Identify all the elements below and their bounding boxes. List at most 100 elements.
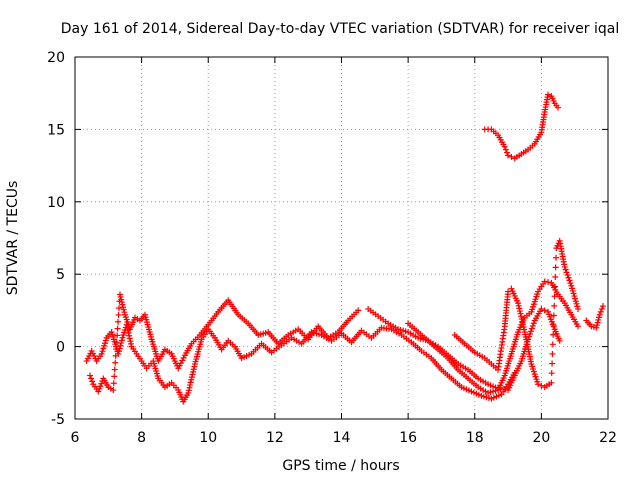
- data-point-plus: [501, 143, 508, 150]
- interp-point-plus: [549, 360, 556, 367]
- series-group: [583, 303, 607, 331]
- series-group: [451, 237, 582, 391]
- interp-point-plus: [528, 325, 535, 332]
- data-point-plus: [593, 324, 600, 331]
- interp-point-plus: [516, 305, 523, 312]
- interp-point-plus: [113, 346, 120, 353]
- x-tick-label: 14: [333, 430, 351, 446]
- interp-point-plus: [564, 272, 571, 279]
- interp-point-plus: [502, 146, 509, 153]
- interp-point-plus: [88, 375, 95, 382]
- interp-point-plus: [119, 334, 126, 341]
- interp-point-plus: [112, 359, 119, 366]
- interp-point-plus: [101, 340, 108, 347]
- data-point-plus: [538, 305, 545, 312]
- interp-point-plus: [110, 380, 117, 387]
- interp-point-plus: [548, 370, 555, 377]
- x-tick-label: 22: [599, 430, 617, 446]
- interp-point-plus: [553, 254, 560, 261]
- interp-point-plus: [128, 340, 135, 347]
- data-point-plus: [110, 387, 117, 394]
- interp-point-plus: [187, 382, 194, 389]
- y-tick-label: 20: [47, 50, 65, 66]
- interp-point-plus: [112, 352, 119, 359]
- interp-point-plus: [189, 371, 196, 378]
- interp-point-plus: [118, 337, 125, 344]
- data-point-plus: [185, 389, 192, 396]
- interp-point-plus: [529, 322, 536, 329]
- interp-point-plus: [113, 339, 120, 346]
- interp-point-plus: [550, 312, 557, 319]
- y-axis-label: SDTVAR / TECUs: [5, 181, 21, 296]
- chart-title: Day 161 of 2014, Sidereal Day-to-day VTE…: [61, 21, 619, 37]
- interp-point-plus: [100, 345, 107, 352]
- interp-point-plus: [116, 305, 123, 312]
- interp-point-plus: [115, 311, 122, 318]
- data-point-plus: [98, 350, 105, 357]
- interp-point-plus: [89, 378, 96, 385]
- interp-point-plus: [117, 342, 124, 349]
- data-point-plus: [95, 388, 102, 395]
- interp-point-plus: [541, 307, 548, 314]
- data-point-plus: [535, 381, 542, 388]
- interp-point-plus: [102, 337, 109, 344]
- interp-point-plus: [545, 279, 552, 286]
- interp-point-plus: [520, 323, 527, 330]
- interp-point-plus: [503, 149, 510, 156]
- series-group: [86, 291, 362, 395]
- interp-point-plus: [549, 341, 556, 348]
- data-points: [83, 91, 607, 405]
- interp-point-plus: [114, 332, 121, 339]
- interp-point-plus: [551, 293, 558, 300]
- interp-point-plus: [538, 382, 545, 389]
- interp-point-plus: [101, 342, 108, 349]
- x-tick-label: 18: [466, 430, 484, 446]
- interp-point-plus: [186, 384, 193, 391]
- interp-point-plus: [530, 320, 537, 327]
- x-tick-label: 12: [266, 430, 284, 446]
- interp-point-plus: [595, 316, 602, 323]
- interp-point-plus: [190, 366, 197, 373]
- y-tick-label: 5: [56, 267, 65, 283]
- interp-point-plus: [549, 350, 556, 357]
- data-point-plus: [575, 305, 582, 312]
- interp-point-plus: [115, 318, 122, 325]
- y-tick-label: 10: [47, 195, 65, 211]
- interp-point-plus: [125, 330, 132, 337]
- series-group: [481, 91, 562, 162]
- interp-point-plus: [521, 326, 528, 333]
- interp-point-plus: [188, 374, 195, 381]
- data-point-plus: [86, 372, 93, 379]
- x-axis-label: GPS time / hours: [282, 458, 399, 474]
- interp-point-plus: [551, 302, 558, 309]
- interp-point-plus: [594, 322, 601, 329]
- data-point-plus: [355, 307, 362, 314]
- interp-point-plus: [519, 318, 526, 325]
- data-point-plus: [548, 379, 555, 386]
- x-axis-ticks: 6 8 10 12 14 16 18 20 22: [71, 57, 617, 446]
- interp-point-plus: [552, 273, 559, 280]
- interp-point-plus: [190, 368, 197, 375]
- interp-point-plus: [127, 338, 134, 345]
- interp-point-plus: [597, 308, 604, 315]
- interp-point-plus: [562, 266, 569, 273]
- x-tick-label: 16: [399, 430, 417, 446]
- interp-point-plus: [114, 325, 121, 332]
- data-point-plus: [515, 300, 522, 307]
- x-tick-label: 8: [137, 430, 146, 446]
- interp-point-plus: [191, 363, 198, 370]
- interp-point-plus: [111, 373, 118, 380]
- interp-point-plus: [126, 332, 133, 339]
- y-tick-label: 15: [47, 122, 65, 138]
- interp-point-plus: [565, 274, 572, 281]
- data-point-plus: [175, 365, 182, 372]
- interp-point-plus: [566, 277, 573, 284]
- interp-point-plus: [551, 283, 558, 290]
- y-tick-label: -5: [51, 412, 65, 428]
- interp-point-plus: [185, 387, 192, 394]
- data-point-plus: [555, 104, 562, 111]
- interp-point-plus: [527, 328, 534, 335]
- data-point-plus: [575, 323, 582, 330]
- interp-point-plus: [567, 280, 574, 287]
